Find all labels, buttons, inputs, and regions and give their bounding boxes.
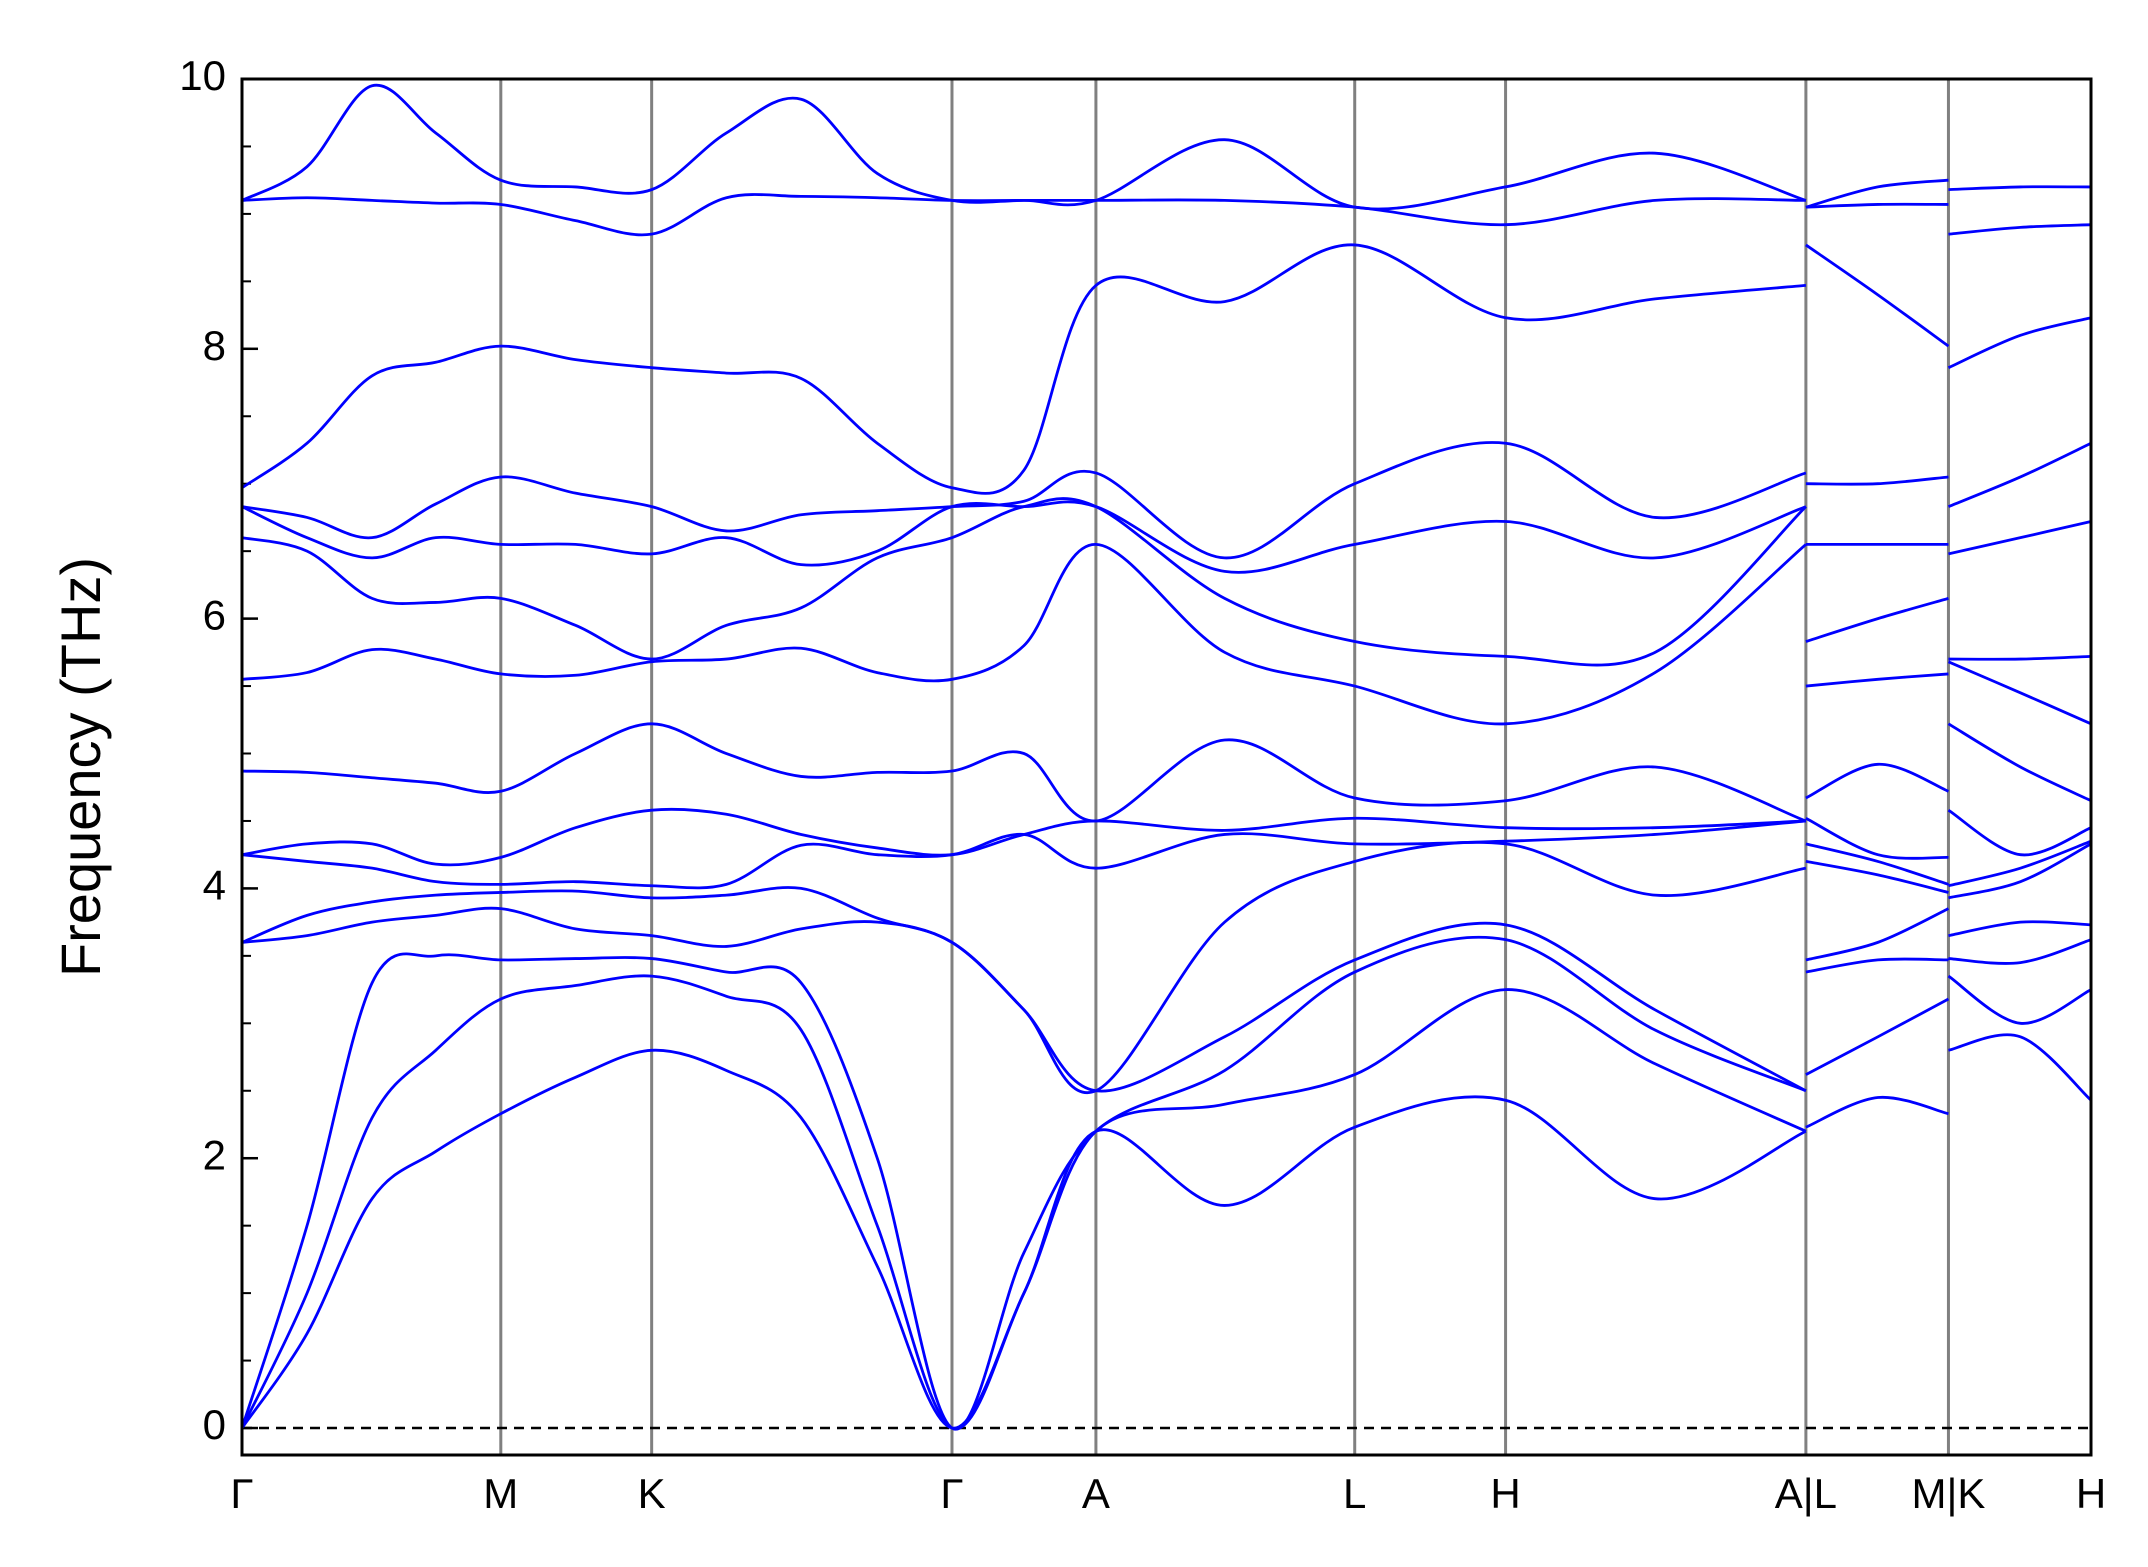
y-tick-label: 4 [203, 862, 226, 909]
x-tick-label: K [638, 1470, 666, 1517]
plot-frame [240, 77, 2093, 1457]
x-tick-label: H [1490, 1470, 1520, 1517]
x-tick-label: M|K [1911, 1470, 1985, 1517]
x-tick-label: A [1082, 1470, 1110, 1517]
band-line [240, 935, 2092, 1431]
band-line [241, 500, 2092, 574]
y-axis-label: Frequency (THz) [49, 557, 112, 977]
band-line [241, 243, 2092, 495]
y-tick-label: 10 [179, 52, 226, 99]
x-tick-label: A|L [1775, 1470, 1837, 1517]
x-tick-label: L [1343, 1470, 1366, 1517]
band-line [241, 497, 2092, 667]
band-line [241, 543, 2092, 726]
band-line [241, 193, 2092, 237]
y-tick-label: 2 [203, 1131, 226, 1178]
x-tick-label: H [2076, 1470, 2106, 1517]
band-line [241, 819, 2092, 890]
x-tick-label: M [483, 1470, 518, 1517]
band-line [241, 807, 2092, 867]
x-tick-label: Γ [940, 1470, 963, 1517]
band-line [241, 840, 2092, 1095]
x-tick-label: Γ [230, 1470, 253, 1517]
y-tick-label: 0 [203, 1401, 226, 1448]
y-tick-label: 8 [203, 322, 226, 369]
band-line [241, 83, 2092, 211]
band-line [240, 1033, 2092, 1430]
band-line [241, 441, 2092, 560]
band-line [241, 722, 2092, 823]
y-tick-label: 6 [203, 592, 226, 639]
band-line [240, 974, 2092, 1431]
